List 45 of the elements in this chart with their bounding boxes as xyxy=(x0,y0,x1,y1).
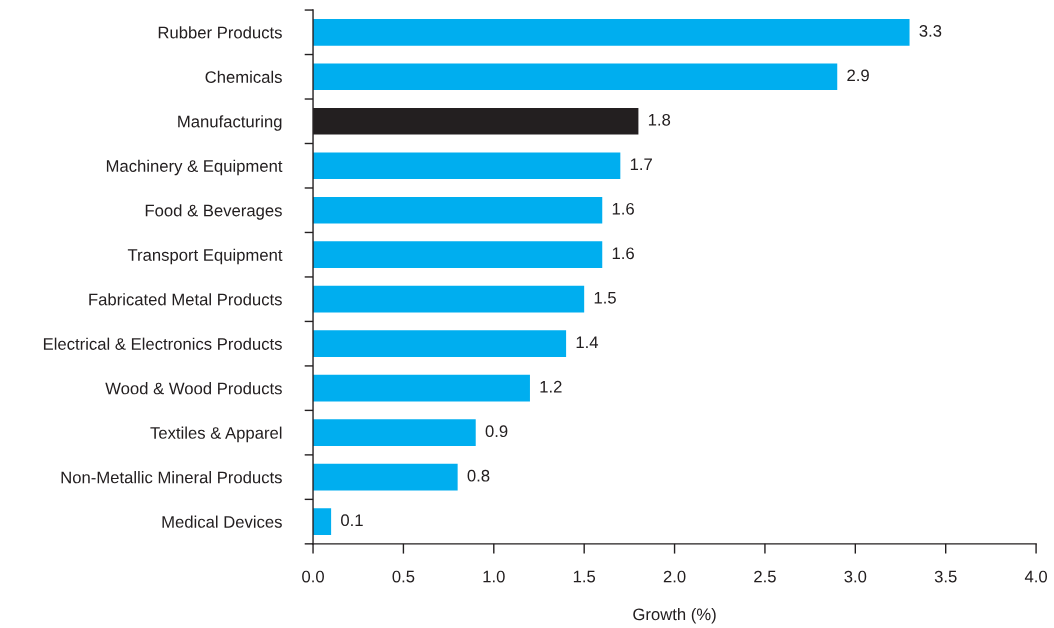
x-tick-label: 4.0 xyxy=(1024,570,1048,583)
bar xyxy=(313,152,621,180)
y-tick-label: Medical Devices xyxy=(162,515,282,528)
data-label: 3.3 xyxy=(919,24,942,37)
bar xyxy=(313,18,910,46)
y-tick-label: Electrical & Electronics Products xyxy=(43,337,282,350)
bar xyxy=(313,419,476,446)
y-tick-label: Transport Equipment xyxy=(127,248,283,265)
data-label: 1.7 xyxy=(630,158,652,171)
x-tick-label: 2.0 xyxy=(663,570,686,583)
data-label: 1.2 xyxy=(540,380,562,393)
x-tick-label: 1.5 xyxy=(573,570,596,583)
x-tick-label: 3.5 xyxy=(934,570,957,583)
y-tick-label: Food & Beverages xyxy=(145,204,282,220)
bar xyxy=(313,508,332,535)
y-tick-label: Chemicals xyxy=(205,70,282,83)
data-label: 1.6 xyxy=(612,247,634,260)
bar xyxy=(313,63,838,91)
x-tick-label: 3.0 xyxy=(844,570,867,583)
bar xyxy=(313,330,567,358)
data-label: 1.8 xyxy=(648,113,671,126)
bar xyxy=(313,285,585,313)
data-label: 0.1 xyxy=(341,514,363,527)
y-tick-label: Wood & Wood Products xyxy=(105,382,282,395)
y-tick-label: Textiles & Apparel xyxy=(150,426,282,443)
bar xyxy=(313,196,603,224)
y-tick-label: Machinery & Equipment xyxy=(106,159,283,176)
x-tick-label: 1.0 xyxy=(483,570,505,583)
y-tick-label: Non-Metallic Mineral Products xyxy=(61,471,282,484)
bar xyxy=(313,241,603,269)
data-label: 0.8 xyxy=(467,469,490,482)
data-label: 1.5 xyxy=(594,292,616,304)
y-tick-label: Rubber Products xyxy=(158,26,282,39)
data-label: 1.4 xyxy=(576,336,599,348)
data-label: 1.6 xyxy=(612,202,634,215)
y-tick-label: Manufacturing xyxy=(178,115,282,131)
x-tick-label: 0.5 xyxy=(392,570,415,583)
x-tick-label: 2.5 xyxy=(754,570,776,583)
data-label: 2.9 xyxy=(847,69,869,82)
bar xyxy=(313,374,530,402)
data-label: 0.9 xyxy=(485,425,508,438)
y-tick-label: Fabricated Metal Products xyxy=(89,293,282,306)
x-tick-label: 0.0 xyxy=(302,570,324,583)
x-axis-title: Growth (%) xyxy=(633,608,716,624)
bar xyxy=(313,463,458,491)
